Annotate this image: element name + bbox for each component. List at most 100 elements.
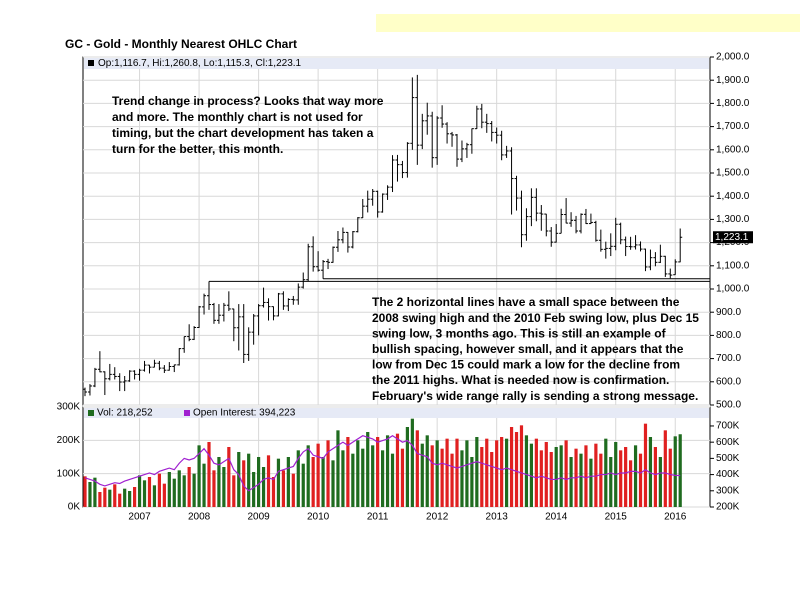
y2-tick-label: 500K [716,453,740,464]
annotation: February's wide range rally is sending a… [372,389,698,403]
volume-bar [514,432,519,507]
volume-bar [296,450,300,507]
volume-bar [306,445,310,507]
volume-bar [177,470,181,507]
volume-bar [172,478,176,507]
y-tick-label: 0K [68,502,81,513]
volume-bar [227,447,231,507]
volume-bar [242,460,246,507]
x-tick-label: 2016 [664,512,687,523]
volume-bar [252,472,256,507]
y-tick-label: 700.0 [716,353,741,364]
volume-bar [286,457,290,507]
volume-bar [346,437,350,507]
marks [83,74,710,507]
volume-bar [678,434,682,507]
volume-bar [455,438,459,507]
volume-bar [217,457,221,507]
volume-bar [336,430,340,507]
volume-bar [653,447,657,507]
legend-label: Vol: 218,252 [97,408,153,419]
y2-tick-label: 400K [716,469,740,480]
volume-bar [197,445,201,507]
volume-bar [440,448,444,507]
y-tick-label: 1,000.0 [716,284,750,295]
x-tick-label: 2014 [545,512,568,523]
x-tick-label: 2010 [307,512,330,523]
volume-bar [400,448,405,507]
volume-bar [509,427,514,507]
volume-legend-strip [84,408,709,418]
volume-bar [276,458,281,507]
x-tick-label: 2008 [188,512,211,523]
open-interest-line [84,434,681,492]
y-tick-label: 1,500.0 [716,168,750,179]
y2-tick-label: 200K [716,502,740,513]
volume-bar [395,433,400,507]
y-tick-label: 500.0 [716,400,741,411]
volume-bar [137,475,142,507]
legend-swatch [88,60,94,66]
y-tick-label: 1,400.0 [716,191,750,202]
volume-bar [202,463,206,507]
volume-bar [281,470,285,507]
volume-bar [624,447,628,507]
volume-bar [609,457,613,507]
volume-bar [341,450,345,507]
volume-bar [524,435,529,507]
annotation: The 2 horizontal lines have a small spac… [372,295,680,309]
volume-bar [460,450,464,507]
volume-bar [554,447,558,507]
top-banner [376,14,800,32]
volume-bar [326,440,330,507]
last-price-label: 1,223.1 [715,232,749,243]
volume-bar [83,476,87,507]
volume-bar [222,467,226,507]
volume-bar [415,430,419,507]
y-tick-label: 1,900.0 [716,75,750,86]
volume-bar [410,418,414,507]
volume-bar [232,475,236,507]
volume-bar [98,492,102,507]
annotation: and more. The monthly chart is not used … [112,110,363,124]
y-tick-label: 1,300.0 [716,214,750,225]
volume-bar [301,463,305,507]
volume-bar [633,445,638,507]
volume-bar [584,445,588,507]
volume-bar [485,438,489,507]
volume-bar [376,437,380,507]
volume-bar [118,493,122,507]
y2-tick-label: 600K [716,437,740,448]
volume-bar [212,470,216,507]
volume-bar [351,453,355,507]
annotation: turn for the better, this month. [112,142,283,156]
volume-bar [564,440,568,507]
volume-bar [529,443,533,507]
x-tick-label: 2015 [605,512,628,523]
volume-bar [559,445,563,507]
volume-bar [147,477,152,507]
y-tick-label: 800.0 [716,330,741,341]
volume-bar [420,443,424,507]
volume-bar [604,438,608,507]
volume-bar [534,438,538,507]
volume-bar [311,457,315,507]
volume-bar [113,484,117,507]
volume-bar [658,457,662,507]
annotation: the 2011 highs. What is needed now is co… [372,373,669,387]
volume-bar [361,448,365,507]
volume-bar [257,457,261,507]
volume-bar [167,472,171,507]
volume-bar [93,477,97,507]
annotation: timing, but the chart development has ta… [112,126,374,140]
volume-bar [505,438,509,507]
y-tick-label: 900.0 [716,307,741,318]
volume-bar [539,450,543,507]
x-tick-label: 2011 [367,512,389,523]
volume-bar [668,448,672,507]
x-tick-label: 2013 [486,512,509,523]
volume-bar [519,425,524,507]
volume-bar [475,437,479,507]
x-tick-label: 2012 [426,512,449,523]
y-tick-label: 2,000.0 [716,52,750,63]
